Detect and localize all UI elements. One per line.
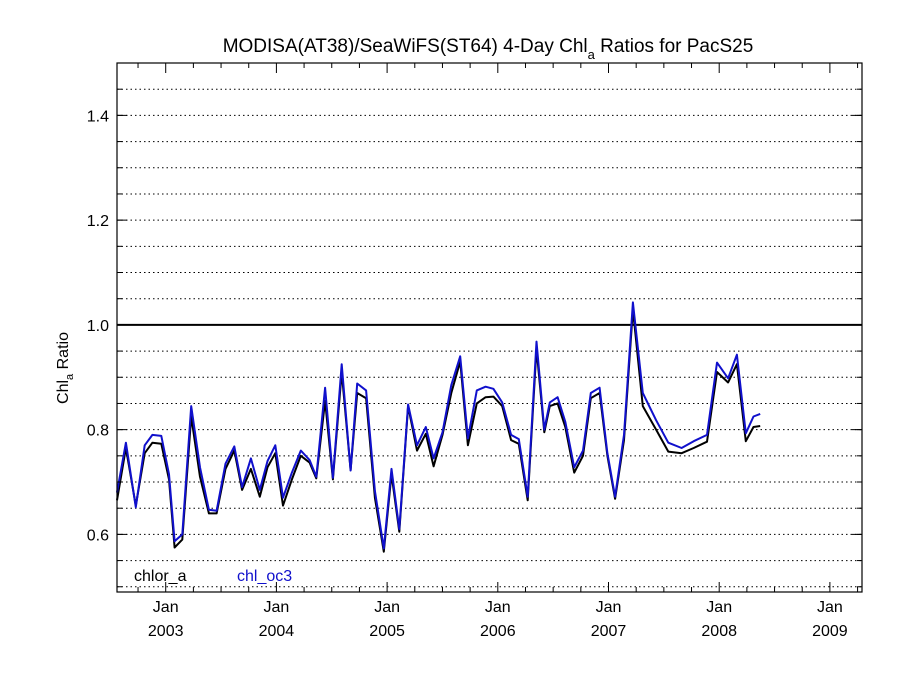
y-tick-label: 0.8 (87, 423, 109, 440)
x-tick-year-label: 2009 (812, 623, 848, 640)
x-tick-year-label: 2007 (591, 623, 627, 640)
x-tick-month-label: Jan (264, 599, 290, 616)
x-tick-year-label: 2003 (148, 623, 184, 640)
x-tick-year-label: 2005 (369, 623, 405, 640)
chart-title-subscript: a (588, 47, 596, 62)
x-tick-month-label: Jan (374, 599, 400, 616)
x-tick-month-label: Jan (485, 599, 511, 616)
chart-title: MODISA(AT38)/SeaWiFS(ST64) 4-Day Chla Ra… (223, 36, 754, 62)
y-axis-label-main: Chl (55, 380, 72, 404)
axis-ticks: 0.6 0.8 1.0 1.2 1.4 Jan 2003 Jan 2004 Jan 2005 Jan 2… (87, 63, 862, 640)
x-tick-year-label: 2008 (701, 623, 737, 640)
y-tick-label: 1.4 (87, 108, 109, 125)
x-tick-month-label: Jan (706, 599, 732, 616)
x-tick-month-label: Jan (153, 599, 179, 616)
x-tick-year-label: 2006 (480, 623, 516, 640)
series-line-chlor_a (116, 308, 761, 553)
legend: chlor_a chl_oc3 (134, 568, 292, 585)
chart-title-rest: Ratios for PacS25 (595, 36, 753, 57)
y-tick-label: 0.6 (87, 527, 109, 544)
legend-entry-chl_oc3: chl_oc3 (237, 568, 292, 585)
x-tick-month-label: Jan (817, 599, 843, 616)
x-tick-month-label: Jan (596, 599, 622, 616)
series-group (116, 301, 761, 553)
legend-entry-chlor_a: chlor_a (134, 568, 187, 585)
chart-title-main: MODISA(AT38)/SeaWiFS(ST64) 4-Day Chl (223, 36, 588, 57)
series-line-chl_oc3 (116, 301, 761, 550)
svg-text:Chla Ratio: Chla Ratio (55, 332, 76, 404)
grid-lines (117, 88, 862, 588)
y-axis-label: Chla Ratio (55, 332, 76, 404)
y-axis-label-rest: Ratio (55, 332, 72, 374)
plot-frame (116, 62, 863, 593)
y-tick-label: 1.2 (87, 213, 109, 230)
x-tick-year-label: 2004 (259, 623, 295, 640)
y-axis-label-subscript: a (64, 373, 76, 380)
y-tick-label: 1.0 (87, 318, 109, 335)
